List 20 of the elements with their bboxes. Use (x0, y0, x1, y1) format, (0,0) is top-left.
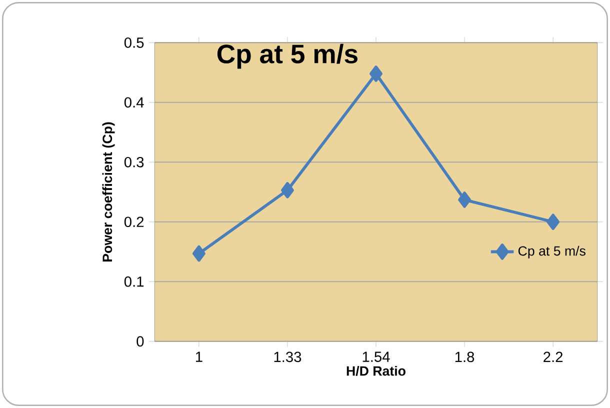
point (370, 66, 382, 82)
y-tick-label: 0 (136, 336, 144, 347)
y-tick-label: 0.3 (124, 156, 144, 168)
x-tick-label: 1.8 (455, 352, 474, 362)
x-tick-label: 1.54 (362, 352, 390, 362)
point (546, 214, 560, 230)
point (281, 182, 294, 198)
point (458, 192, 471, 208)
y-tick-label: 0.1 (124, 276, 144, 287)
chart-title: Cp at 5 m/s (217, 44, 358, 69)
x-tick-label: 2.2 (544, 352, 563, 362)
y-tick-label: 0.4 (124, 97, 144, 108)
legend-label: Cp at 5 m/s (518, 246, 586, 258)
y-tick-label: 0.5 (124, 37, 144, 48)
x-tick-label: 1 (196, 352, 202, 362)
x-axis-title: H/D Ratio (346, 366, 406, 376)
y-tick-label: 0.2 (124, 216, 144, 228)
y-axis-title: Power coefficient (Cp) (102, 122, 115, 262)
point (192, 245, 206, 262)
x-tick-label: 1.33 (274, 352, 302, 362)
